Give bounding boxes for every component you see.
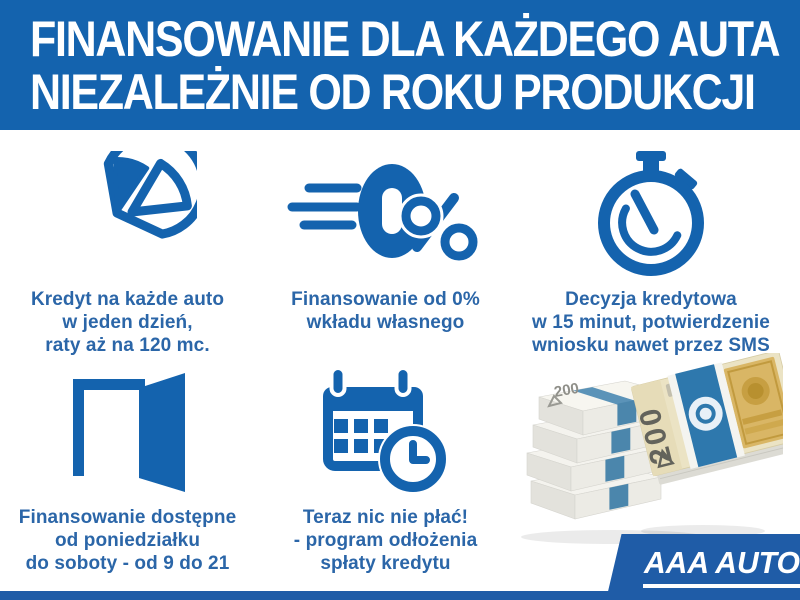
caption-line: spłaty kredytu — [320, 553, 451, 574]
logo-banner: AAA AUTO — [606, 534, 800, 600]
caption-line: - program odłożenia — [293, 530, 478, 551]
feature-pay-later: Teraz nic nie płać! - program odłożenia … — [258, 358, 513, 575]
caption-line: Finansowanie dostępne — [18, 507, 237, 528]
footer-bar — [0, 591, 800, 600]
caption-line: od poniedziałku — [54, 530, 201, 551]
feature-caption: Decyzja kredytowa w 15 minut, potwierdze… — [532, 288, 770, 357]
feature-caption: Kredyt na każde auto w jeden dzień, raty… — [31, 288, 224, 357]
feature-money-photo: 200 — [512, 350, 784, 550]
caption-line: wkładu własnego — [306, 312, 465, 333]
caption-line: Kredyt na każde auto — [30, 289, 225, 310]
caption-line: Finansowanie od 0% — [291, 289, 480, 310]
header-banner: FINANSOWANIE DLA KAŻDEGO AUTA NIEZALEŻNI… — [0, 0, 800, 130]
feature-opening-hours: Finansowanie dostępne od poniedziałku do… — [0, 358, 255, 575]
money-stacks-photo: 200 — [513, 350, 783, 550]
feature-caption: Teraz nic nie płać! - program odłożenia … — [294, 506, 477, 575]
header-line-1: FINANSOWANIE DLA KAŻDEGO AUTA — [30, 11, 781, 67]
feature-zero-percent: Finansowanie od 0% wkładu własnego — [258, 138, 513, 334]
caption-line: w 15 minut, potwierdzenie — [532, 312, 770, 333]
banknote-value-top: 200 — [553, 379, 581, 400]
caption-line: raty aż na 120 mc. — [45, 335, 210, 356]
header-line-2: NIEZALEŻNIE OD ROKU PRODUKCJI — [30, 64, 756, 120]
caption-line: Decyzja kredytowa — [565, 289, 737, 310]
feature-credit-every-car: Kredyt na każde auto w jeden dzień, raty… — [0, 138, 255, 357]
caption-line: do soboty - od 9 do 21 — [25, 553, 230, 574]
feature-caption: Finansowanie dostępne od poniedziałku do… — [19, 506, 236, 575]
open-door-icon — [65, 358, 191, 506]
feature-fast-decision: Decyzja kredytowa w 15 minut, potwierdze… — [520, 138, 782, 357]
aaa-auto-logo: AAA AUTO — [643, 545, 800, 588]
calendar-clock-icon — [321, 358, 451, 506]
feature-caption: Finansowanie od 0% wkładu własnego — [291, 288, 480, 334]
caption-line: wniosku nawet przez SMS — [532, 335, 770, 356]
caption-line: w jeden dzień, — [62, 312, 193, 333]
caption-line: Teraz nic nie płać! — [302, 507, 469, 528]
stopwatch-icon — [588, 138, 714, 288]
pie-chart-icon — [59, 138, 197, 288]
zero-percent-icon — [287, 138, 485, 288]
